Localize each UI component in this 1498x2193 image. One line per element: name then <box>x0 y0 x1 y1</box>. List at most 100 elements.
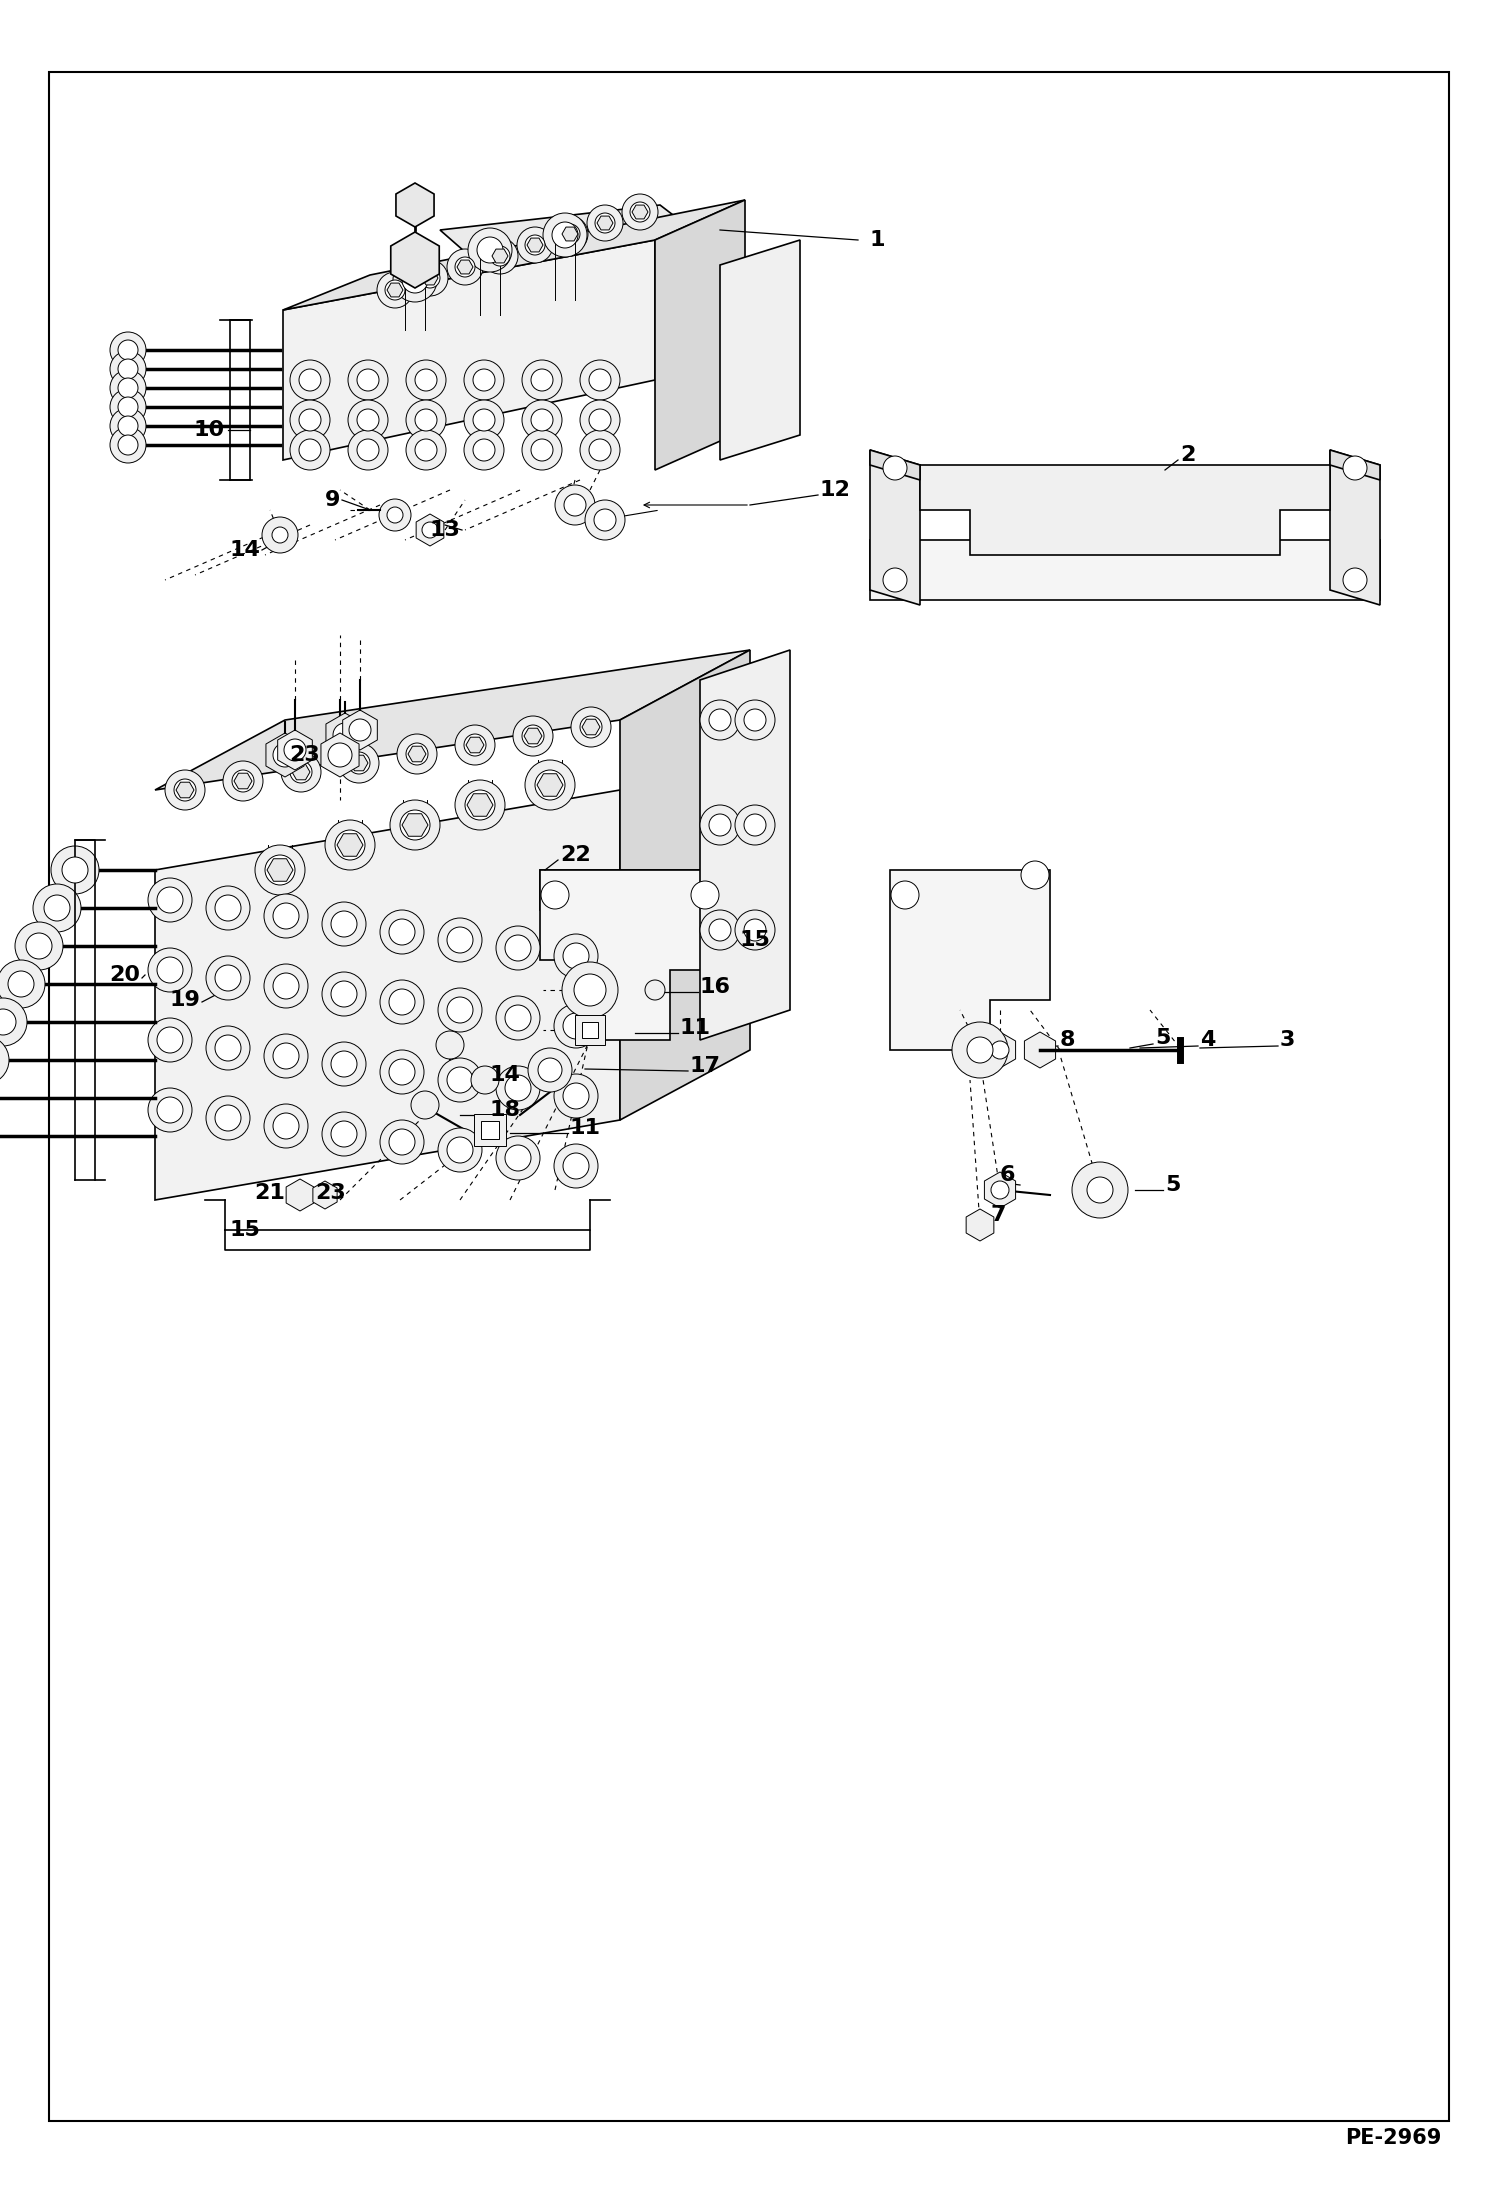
Circle shape <box>389 1129 415 1156</box>
Circle shape <box>521 726 544 748</box>
Circle shape <box>207 1096 250 1140</box>
Circle shape <box>554 1075 598 1118</box>
Circle shape <box>992 1042 1010 1059</box>
Circle shape <box>157 956 183 982</box>
Circle shape <box>563 1013 589 1039</box>
Circle shape <box>496 1066 539 1110</box>
Circle shape <box>580 399 620 441</box>
Circle shape <box>505 1075 530 1101</box>
Circle shape <box>415 410 437 432</box>
Circle shape <box>891 882 918 910</box>
Circle shape <box>377 272 413 307</box>
Circle shape <box>1344 456 1368 480</box>
Circle shape <box>521 430 562 469</box>
Polygon shape <box>401 814 428 836</box>
Circle shape <box>223 761 264 800</box>
Circle shape <box>148 877 192 921</box>
Circle shape <box>562 963 619 1018</box>
Polygon shape <box>1025 1033 1056 1068</box>
Polygon shape <box>391 232 439 287</box>
Polygon shape <box>536 774 563 796</box>
Circle shape <box>496 996 539 1039</box>
Text: 18: 18 <box>490 1101 521 1121</box>
Circle shape <box>446 1136 473 1162</box>
Circle shape <box>0 998 27 1046</box>
Text: 15: 15 <box>231 1219 261 1239</box>
Circle shape <box>446 998 473 1022</box>
Text: 11: 11 <box>680 1018 712 1037</box>
Circle shape <box>542 213 587 257</box>
Polygon shape <box>966 1208 993 1241</box>
Polygon shape <box>351 754 369 770</box>
Text: 10: 10 <box>193 421 225 441</box>
Circle shape <box>464 430 503 469</box>
Polygon shape <box>267 732 304 776</box>
Circle shape <box>264 895 309 939</box>
Polygon shape <box>416 513 443 546</box>
Circle shape <box>349 719 372 741</box>
Polygon shape <box>870 450 920 480</box>
Circle shape <box>406 430 446 469</box>
Circle shape <box>1344 568 1368 592</box>
Circle shape <box>264 1103 309 1147</box>
Circle shape <box>580 430 620 469</box>
Circle shape <box>646 980 665 1000</box>
Circle shape <box>118 360 138 379</box>
Polygon shape <box>539 871 721 1039</box>
Circle shape <box>541 882 569 910</box>
Circle shape <box>415 368 437 390</box>
Circle shape <box>1022 862 1049 888</box>
Circle shape <box>380 1050 424 1094</box>
Circle shape <box>436 1031 464 1059</box>
Circle shape <box>530 410 553 432</box>
Circle shape <box>118 417 138 436</box>
Circle shape <box>118 397 138 417</box>
Polygon shape <box>1330 450 1380 480</box>
Circle shape <box>109 408 145 443</box>
Circle shape <box>380 1121 424 1164</box>
Circle shape <box>25 932 52 958</box>
Polygon shape <box>527 239 542 252</box>
Circle shape <box>300 410 321 432</box>
Circle shape <box>437 919 482 963</box>
Polygon shape <box>283 200 745 309</box>
Circle shape <box>331 910 357 936</box>
Circle shape <box>464 360 503 399</box>
Circle shape <box>524 761 575 809</box>
Circle shape <box>524 235 545 254</box>
Circle shape <box>505 1004 530 1031</box>
Circle shape <box>109 371 145 406</box>
Circle shape <box>589 439 611 461</box>
Circle shape <box>691 882 719 910</box>
Circle shape <box>216 965 241 991</box>
Circle shape <box>745 708 765 730</box>
Circle shape <box>709 814 731 836</box>
Polygon shape <box>440 204 745 300</box>
Circle shape <box>410 1090 439 1118</box>
Polygon shape <box>337 833 363 855</box>
Polygon shape <box>583 719 601 735</box>
Circle shape <box>51 846 99 895</box>
Text: PE-2969: PE-2969 <box>1345 2127 1441 2149</box>
Circle shape <box>1073 1162 1128 1217</box>
Circle shape <box>446 928 473 954</box>
Circle shape <box>273 1044 300 1068</box>
Text: 12: 12 <box>819 480 851 500</box>
Text: 11: 11 <box>571 1118 601 1138</box>
Circle shape <box>157 1096 183 1123</box>
Text: 7: 7 <box>990 1204 1005 1226</box>
Circle shape <box>397 735 437 774</box>
Circle shape <box>262 518 298 553</box>
Circle shape <box>255 844 306 895</box>
Polygon shape <box>700 649 789 1039</box>
Circle shape <box>406 399 446 441</box>
Circle shape <box>216 895 241 921</box>
Circle shape <box>589 368 611 390</box>
Circle shape <box>700 910 740 950</box>
Circle shape <box>109 351 145 386</box>
Circle shape <box>736 805 774 844</box>
Circle shape <box>118 340 138 360</box>
Polygon shape <box>292 763 310 781</box>
Circle shape <box>322 1112 366 1156</box>
Circle shape <box>496 1136 539 1180</box>
